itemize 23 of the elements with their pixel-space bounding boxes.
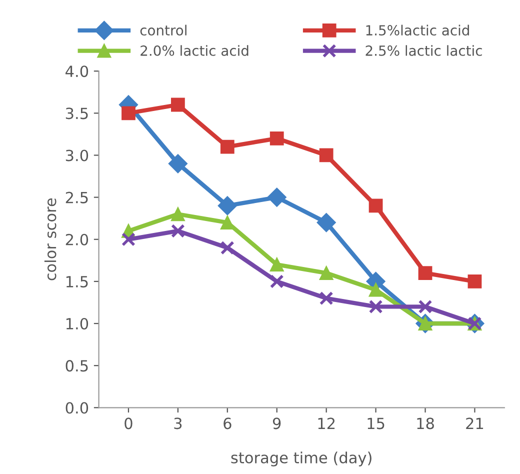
legend-label: control bbox=[140, 24, 186, 36]
legend-label: 2.5% lactic lactic bbox=[366, 45, 482, 56]
x-tick-label: 0 bbox=[124, 418, 132, 430]
x-tick-label: 18 bbox=[417, 418, 434, 430]
legend-label: 2.0% lactic acid bbox=[140, 45, 248, 56]
y-tick-label: 2.5 bbox=[66, 192, 88, 204]
x-tick-label: 6 bbox=[224, 418, 232, 430]
y-tick-label: 1.5 bbox=[66, 276, 88, 288]
x-tick-label: 15 bbox=[368, 418, 384, 430]
y-tick-label: 3.5 bbox=[66, 108, 88, 120]
legend-label: 1.5%lactic acid bbox=[366, 24, 469, 36]
y-axis-title: color score bbox=[44, 198, 56, 280]
y-tick-label: 0.5 bbox=[66, 360, 88, 372]
x-tick-label: 12 bbox=[318, 418, 335, 429]
x-axis-title: storage time (day) bbox=[231, 452, 372, 466]
y-tick-label: 2.0 bbox=[66, 234, 88, 246]
x-tick-label: 21 bbox=[466, 418, 484, 429]
y-tick-label: 4.0 bbox=[66, 66, 88, 78]
y-tick-label: 0.0 bbox=[66, 402, 88, 414]
x-tick-label: 9 bbox=[272, 418, 281, 430]
x-tick-label: 3 bbox=[174, 418, 182, 430]
y-tick-label: 1.0 bbox=[66, 318, 88, 330]
y-tick-label: 3.0 bbox=[66, 150, 88, 162]
